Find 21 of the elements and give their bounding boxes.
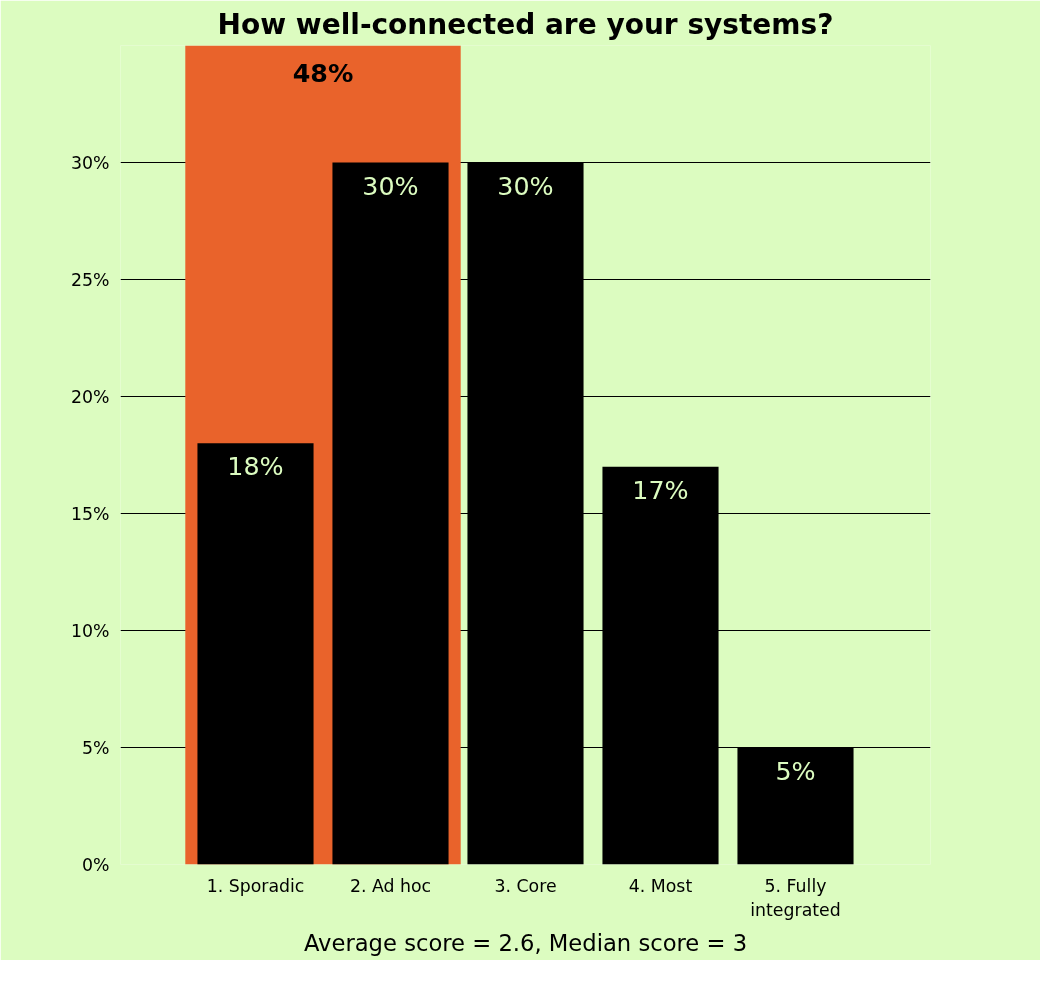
x-tick-label: 4. Most — [628, 875, 693, 896]
y-tick-label: 10% — [70, 620, 110, 641]
bar — [197, 443, 314, 865]
y-tick-label: 15% — [70, 503, 110, 524]
x-tick-label: 2. Ad hoc — [349, 875, 432, 896]
y-tick-label: 20% — [70, 386, 110, 407]
data-label: 30% — [497, 170, 554, 201]
x-tick-label: 3. Core — [494, 875, 557, 896]
y-tick-label: 30% — [70, 152, 110, 173]
data-label: 18% — [227, 451, 284, 482]
band-label: 48% — [292, 57, 354, 88]
text: Average score = 2.6, Median score = 3 — [303, 929, 748, 956]
chart-title: How well-connected are your systems? — [217, 7, 834, 41]
data-label: 5% — [775, 755, 816, 786]
data-label: 30% — [362, 170, 419, 201]
x-tick-label: 1. Sporadic — [206, 875, 305, 896]
data-label: 17% — [632, 474, 689, 505]
y-tick-label: 0% — [82, 854, 110, 875]
y-tick-label: 25% — [70, 269, 110, 290]
x-tick-label: 5. Fully integrated — [750, 875, 841, 920]
y-tick-label: 5% — [82, 737, 110, 758]
